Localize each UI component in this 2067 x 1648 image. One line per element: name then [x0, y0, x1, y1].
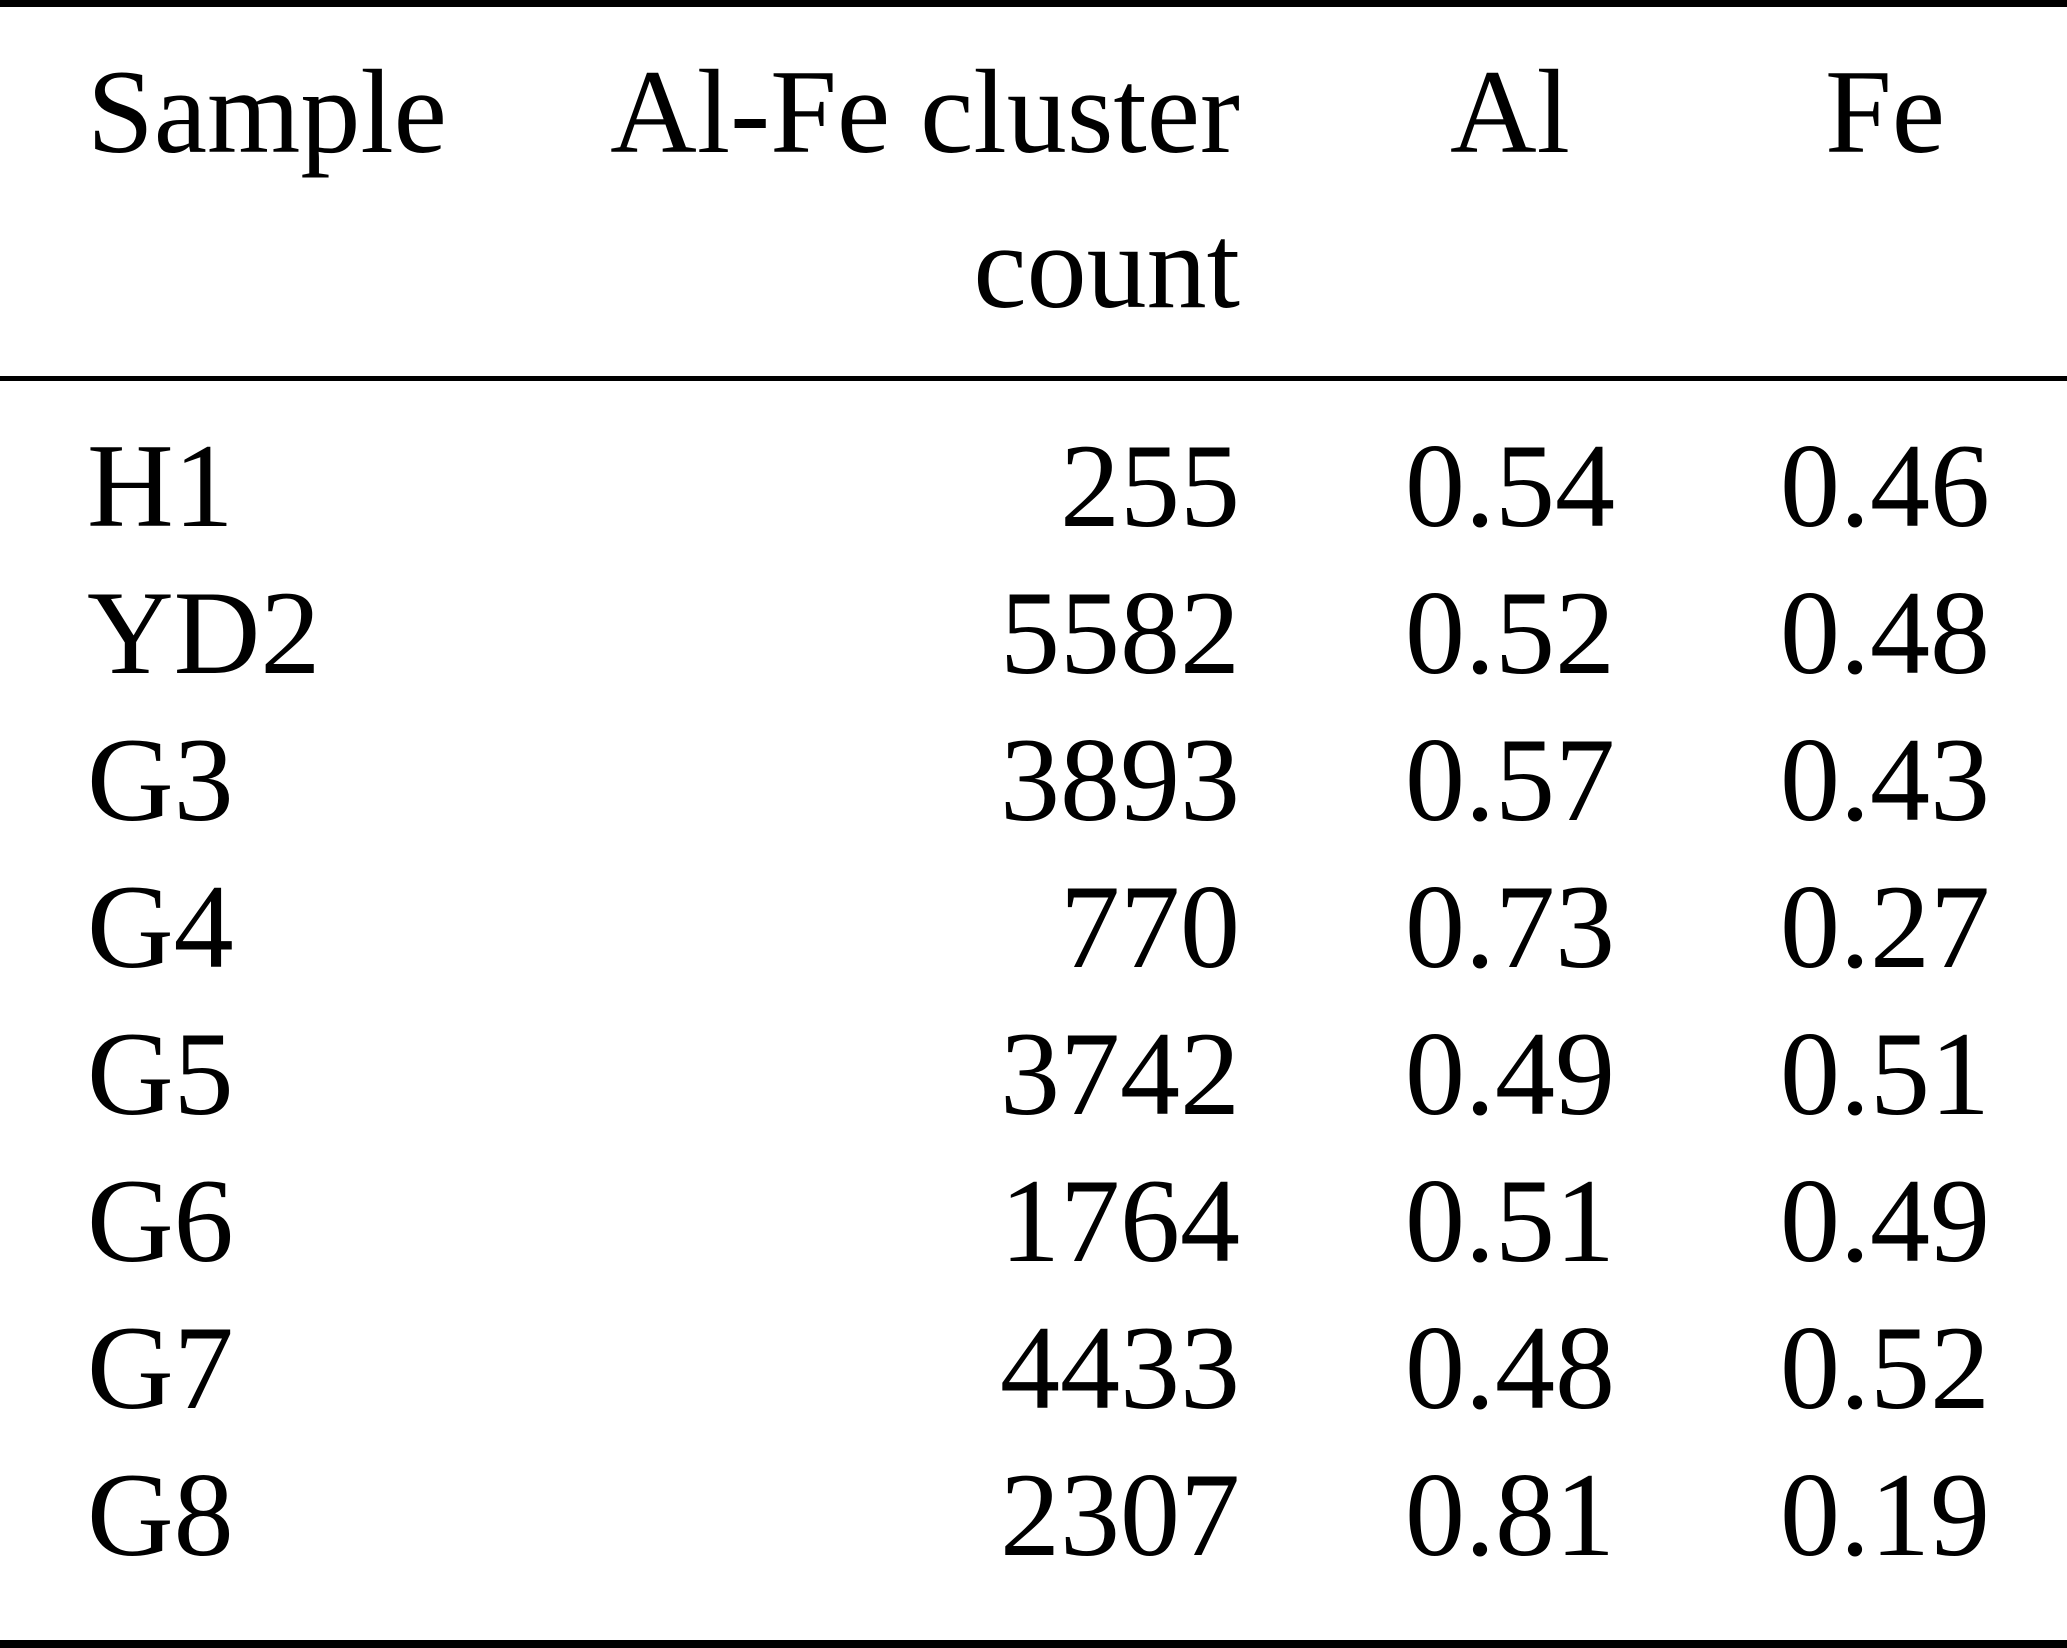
count-cell: 3893 — [1000, 713, 1240, 846]
sample-cell: G6 — [87, 1154, 234, 1287]
count-cell: 5582 — [1000, 566, 1240, 699]
count-cell: 2307 — [1000, 1448, 1240, 1581]
header-sample: Sample — [87, 45, 447, 178]
al-cell: 0.49 — [1405, 1007, 1615, 1140]
fe-cell: 0.48 — [1780, 566, 1990, 699]
top-rule — [0, 0, 2067, 7]
count-cell: 1764 — [1000, 1154, 1240, 1287]
table-header-row: Sample Al-Fe cluster count Al Fe — [87, 34, 1990, 344]
sample-cell: G5 — [87, 1007, 234, 1140]
sample-cell: G7 — [87, 1301, 234, 1434]
sample-cell: YD2 — [87, 566, 321, 699]
al-cell: 0.51 — [1405, 1154, 1615, 1287]
sample-cell: G4 — [87, 860, 234, 993]
fe-cell: 0.52 — [1780, 1301, 1990, 1434]
al-cell: 0.48 — [1405, 1301, 1615, 1434]
al-cell: 0.81 — [1405, 1448, 1615, 1581]
header-fe: Fe — [1825, 45, 1945, 178]
bottom-rule — [0, 1640, 2067, 1648]
al-cell: 0.52 — [1405, 566, 1615, 699]
fe-cell: 0.51 — [1780, 1007, 1990, 1140]
header-cluster-count-line1: Al-Fe cluster — [610, 45, 1240, 178]
fe-cell: 0.49 — [1780, 1154, 1990, 1287]
al-cell: 0.73 — [1405, 860, 1615, 993]
fe-cell: 0.27 — [1780, 860, 1990, 993]
fe-cell: 0.43 — [1780, 713, 1990, 846]
count-cell: 3742 — [1000, 1007, 1240, 1140]
count-cell: 770 — [1060, 860, 1240, 993]
fe-cell: 0.19 — [1780, 1448, 1990, 1581]
fe-cell: 0.46 — [1780, 419, 1990, 552]
header-cluster-count-line2: count — [973, 200, 1240, 333]
table-body: H1 255 0.54 0.46 YD2 5582 0.52 0.48 G3 3… — [87, 412, 1990, 1588]
header-cluster-count: Al-Fe cluster count — [587, 34, 1240, 344]
al-cell: 0.54 — [1405, 419, 1615, 552]
sample-cell: G3 — [87, 713, 234, 846]
sample-cell: G8 — [87, 1448, 234, 1581]
count-cell: 4433 — [1000, 1301, 1240, 1434]
count-cell: 255 — [1060, 419, 1240, 552]
header-al: Al — [1450, 45, 1570, 178]
header-separator-rule — [0, 376, 2067, 381]
sample-cell: H1 — [87, 419, 234, 552]
al-cell: 0.57 — [1405, 713, 1615, 846]
